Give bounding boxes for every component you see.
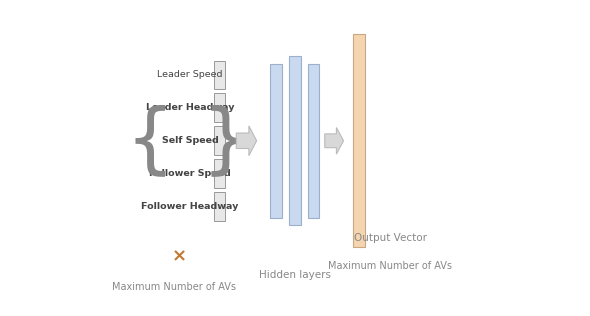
Bar: [214, 61, 225, 89]
Text: Leader Headway: Leader Headway: [146, 103, 234, 112]
Bar: [214, 126, 225, 155]
Bar: [307, 64, 319, 217]
Text: Output Vector: Output Vector: [354, 233, 427, 243]
Text: Hidden layers: Hidden layers: [258, 270, 330, 281]
Bar: [270, 64, 282, 217]
Text: Follower Speed: Follower Speed: [149, 169, 231, 178]
Bar: [214, 192, 225, 221]
Bar: [353, 34, 365, 247]
Text: ×: ×: [172, 248, 186, 266]
Text: }: }: [202, 104, 250, 178]
Text: {: {: [125, 104, 173, 178]
Polygon shape: [236, 126, 257, 156]
Text: Maximum Number of AVs: Maximum Number of AVs: [328, 261, 452, 271]
Bar: [214, 94, 225, 122]
Bar: [289, 56, 301, 225]
Text: Leader Speed: Leader Speed: [158, 70, 223, 80]
Text: Follower Headway: Follower Headway: [142, 202, 239, 211]
Text: Self Speed: Self Speed: [162, 136, 218, 145]
Polygon shape: [324, 127, 343, 154]
Bar: [214, 159, 225, 188]
Text: Maximum Number of AVs: Maximum Number of AVs: [113, 282, 237, 292]
